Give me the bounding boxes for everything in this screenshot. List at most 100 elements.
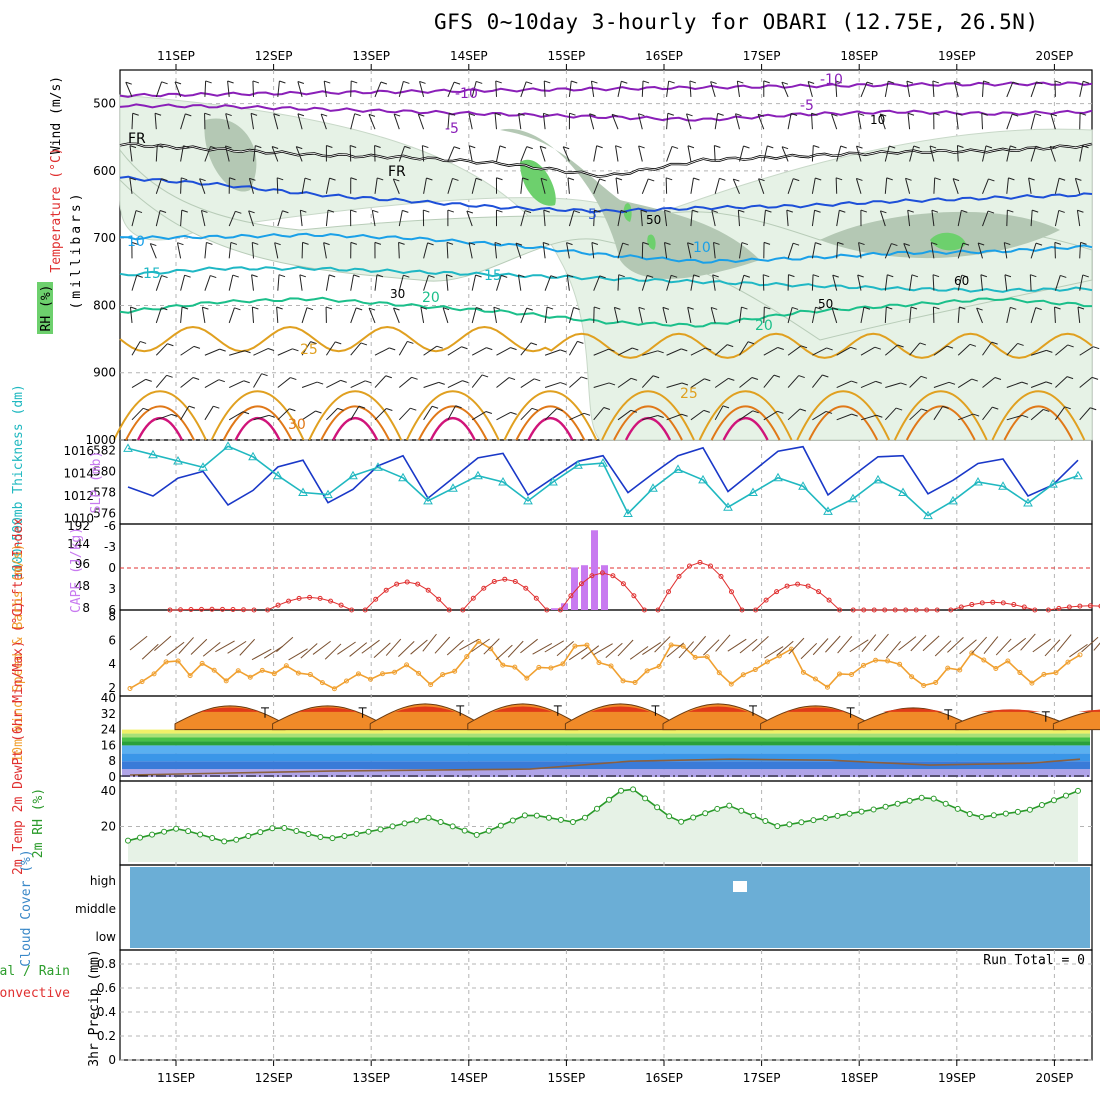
isotherm-line [119,296,1092,328]
wind-barb-10m [800,642,818,660]
wind-barb-staff [786,210,789,227]
rh2m-marker [161,828,168,835]
rh-shade-high [623,203,632,222]
wind-barb-flag [1030,274,1037,278]
rh2m-marker [497,822,504,829]
thickness-marker [148,449,158,459]
lifted-marker [687,563,692,569]
temp-hump [857,707,969,731]
wind-barb-flag [793,178,800,182]
wind-barb-staff [543,210,546,227]
wind-speed-marker [945,665,951,671]
wind-barb-10m [337,641,356,655]
wind-barb-flag [832,274,839,278]
lifted-marker [816,589,822,595]
contour-label: -5 [800,98,814,114]
wind-barb-staff [884,274,888,291]
rh2m-marker [581,814,588,821]
wind-barb-flag [994,377,1002,380]
rh2m-marker [233,836,240,843]
wind-barb-staff [544,275,552,291]
isotherm-arc-25 [308,390,403,441]
wind-barb-flag [737,80,744,84]
wind-barb-flag [368,307,376,311]
wind-barb-staff [710,307,716,324]
wind-barb-flag [234,307,241,311]
wind-barb-staff [666,146,673,162]
wind-barb-flag [657,415,664,418]
rh2m-marker [822,815,829,822]
wind-barb-flag [599,178,606,182]
wind-barb-flag [327,209,335,213]
wind-barb-staff [884,177,888,194]
wind-barb-staff [835,177,838,194]
lifted-marker [826,597,832,603]
wind-barb-flag [184,274,191,278]
wind-barb-10m [532,643,553,655]
lifted-marker [676,573,682,579]
wind-barb-staff [368,114,376,130]
wind-barb-staff [398,146,406,162]
wind-barb-flag [129,177,137,181]
wind-barb-staff [611,114,619,130]
wind-barb-staff [690,378,705,388]
rh2m-marker [173,825,180,832]
wind-speed-marker [897,661,903,667]
wind-speed-marker [861,662,867,668]
contour-label: 20 [755,318,773,334]
rh2m-marker [569,818,576,825]
wind-barb-flag [277,177,284,181]
wind-barb-flag [1054,80,1062,84]
wind-barb-staff [831,307,838,324]
wind-barb-flag [1090,407,1097,411]
wind-barb-staff [957,343,971,356]
wind-barb-10m [422,633,437,652]
wind-barb-flag [763,274,770,278]
cape-tick-label: 48 [75,579,90,593]
wind-barb-staff [544,307,548,324]
ylabel-rh: RH (%) [39,285,54,332]
wind-barb-flag [1017,342,1024,346]
wind-barb-staff [494,242,497,259]
thickness-marker [448,483,458,492]
wind-speed-marker [836,671,842,677]
wind-barb-staff [860,81,868,98]
wind-barb-flag [703,409,710,413]
wind-barb-staff [836,145,842,162]
wind-barb-staff [589,113,595,130]
thickness-marker [398,472,408,482]
wind-barb-flag [1035,242,1043,246]
wind-barb-staff [933,406,944,421]
isotherm-arc-35 [722,417,769,441]
wind-barb-10m [788,637,805,655]
lifted-marker [655,607,661,613]
wind-barb-staff [690,347,706,356]
cape-tick-label: 96 [75,557,90,571]
wind-barb-flag [353,274,360,278]
wind-barb-flag [910,306,918,310]
wind-barb-flag [599,275,606,279]
wind-barb-flag [518,112,525,116]
wind-barb-staff [957,378,973,388]
wind-barb-staff [325,210,329,227]
wind-barb-staff [325,177,331,194]
wind-barb-flag [202,306,209,310]
wind-barb-staff [757,114,765,130]
lifted-marker [739,607,745,613]
wind-barb-staff [787,408,801,421]
wind-barb-staff [204,242,207,259]
wind-barb-staff [569,376,582,388]
wind-barb-staff [909,306,912,323]
rh2m-marker [473,831,480,838]
wind-barb-10m [166,641,185,656]
rh2m-marker [125,837,131,844]
wind-barb-flag [210,146,217,149]
wind-barb-flag [874,346,881,350]
wind-barb-flag [185,113,192,117]
wind-barb-flag [166,374,173,378]
rh2m-marker [1002,810,1009,817]
wind-barb-staff [856,145,862,162]
wind-speed-marker [572,643,578,649]
wind-barb-staff [1074,178,1081,194]
wind-barb-10m [154,635,172,651]
